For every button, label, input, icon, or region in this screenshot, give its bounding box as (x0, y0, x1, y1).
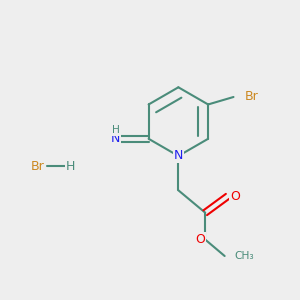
Text: CH₃: CH₃ (234, 251, 254, 261)
Text: H: H (66, 160, 76, 173)
Text: N: N (174, 149, 183, 163)
Text: Br: Br (31, 160, 45, 173)
Text: N: N (111, 132, 121, 145)
Text: Br: Br (245, 91, 259, 103)
Text: O: O (195, 233, 205, 246)
Text: H: H (112, 125, 120, 135)
Text: O: O (230, 190, 240, 203)
